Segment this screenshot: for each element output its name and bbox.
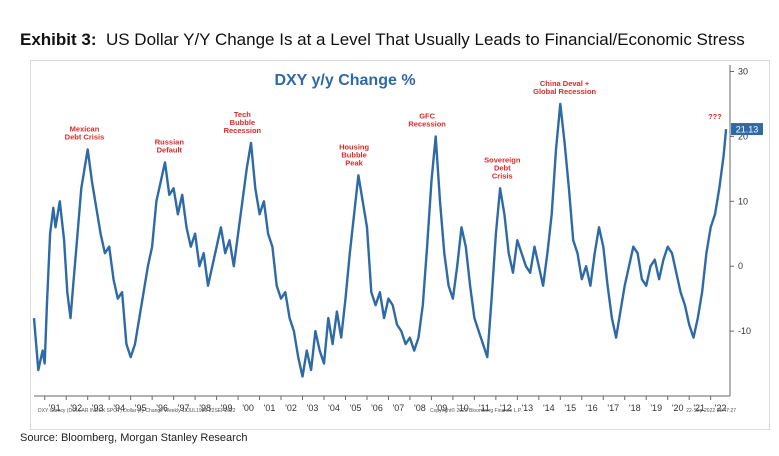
y-tick-label: 20 <box>738 131 748 141</box>
x-tick-label: '06 <box>371 403 383 413</box>
x-tick-label: '03 <box>307 403 319 413</box>
event-annotation: Mexican Debt Crisis <box>65 124 105 141</box>
footer-right: 22-Sep-2022 15:47:27 <box>686 408 736 414</box>
x-tick-label: '04 <box>328 403 340 413</box>
x-tick-label: '91 <box>49 403 61 413</box>
x-tick-label: '13 <box>521 403 533 413</box>
x-tick-label: '94 <box>113 403 125 413</box>
chart-title: DXY y/y Change % <box>274 72 415 89</box>
exhibit-label: Exhibit 3: <box>20 30 97 49</box>
x-tick-label: '14 <box>543 403 555 413</box>
footer-center: Copyright© 2022 Bloomberg Finance L.P. <box>430 407 522 414</box>
y-tick-label: 30 <box>738 66 748 76</box>
x-tick-label: '20 <box>672 403 684 413</box>
x-tick-label: '96 <box>156 403 168 413</box>
x-tick-label: '16 <box>586 403 598 413</box>
x-tick-label: '00 <box>242 403 254 413</box>
x-tick-label: '01 <box>264 403 276 413</box>
x-tick-label: '15 <box>564 403 576 413</box>
exhibit-title-text: US Dollar Y/Y Change Is at a Level That … <box>105 30 745 49</box>
source-note: Source: Bloomberg, Morgan Stanley Resear… <box>20 432 248 444</box>
x-tick-label: '09 <box>436 403 448 413</box>
x-tick-label: '11 <box>479 403 490 413</box>
x-tick-label: '18 <box>629 403 641 413</box>
x-tick-label: '02 <box>285 403 297 413</box>
chart-border <box>29 59 771 431</box>
x-tick-label: '93 <box>92 403 104 413</box>
x-tick-label: '98 <box>199 403 211 413</box>
x-tick-label: '22 <box>715 403 727 413</box>
x-tick-label: '05 <box>350 403 362 413</box>
x-tick-label: '10 <box>457 403 469 413</box>
event-annotation: China Deval + Global Recession <box>533 79 596 96</box>
event-annotation: Russian Default <box>155 137 185 154</box>
series-line <box>32 102 728 378</box>
last-value-label: 21.13 <box>736 125 759 135</box>
x-tick-label: '97 <box>178 403 190 413</box>
x-tick-label: '95 <box>135 403 147 413</box>
event-annotation: GFC Recession <box>408 111 446 128</box>
y-tick-label: 10 <box>738 196 748 206</box>
event-annotation: ??? <box>708 112 722 121</box>
chart-container: DXY y/y Change % '91 '92 '93 '94 '95 '96 '97 '98… <box>29 59 771 431</box>
event-annotation: Sovereign Debt Crisis <box>484 155 521 180</box>
x-tick-label: '21 <box>693 403 705 413</box>
dxy-line-chart: DXY y/y Change % '91 '92 '93 '94 '95 '96 '97 '98… <box>29 59 771 431</box>
y-tick-label: -10 <box>738 326 751 336</box>
x-tick-label: '92 <box>70 403 82 413</box>
exhibit-title: Exhibit 3: US Dollar Y/Y Change Is at a … <box>20 30 745 50</box>
event-annotation: Tech Bubble Recession <box>224 110 262 135</box>
x-tick-label: '08 <box>414 403 426 413</box>
last-value-badge <box>731 123 763 136</box>
x-tick-label: '19 <box>650 403 662 413</box>
footer-left: DXY Curncy (DOLLAR INDEX SPOT) Dollar y/… <box>38 408 236 414</box>
x-tick-label: '99 <box>221 403 233 413</box>
x-tick-label: '17 <box>607 403 619 413</box>
x-tick-label: '07 <box>393 403 405 413</box>
event-annotation: Housing Bubble Peak <box>339 142 369 167</box>
x-tick-label: '12 <box>500 403 512 413</box>
y-tick-label: 0 <box>738 261 743 271</box>
